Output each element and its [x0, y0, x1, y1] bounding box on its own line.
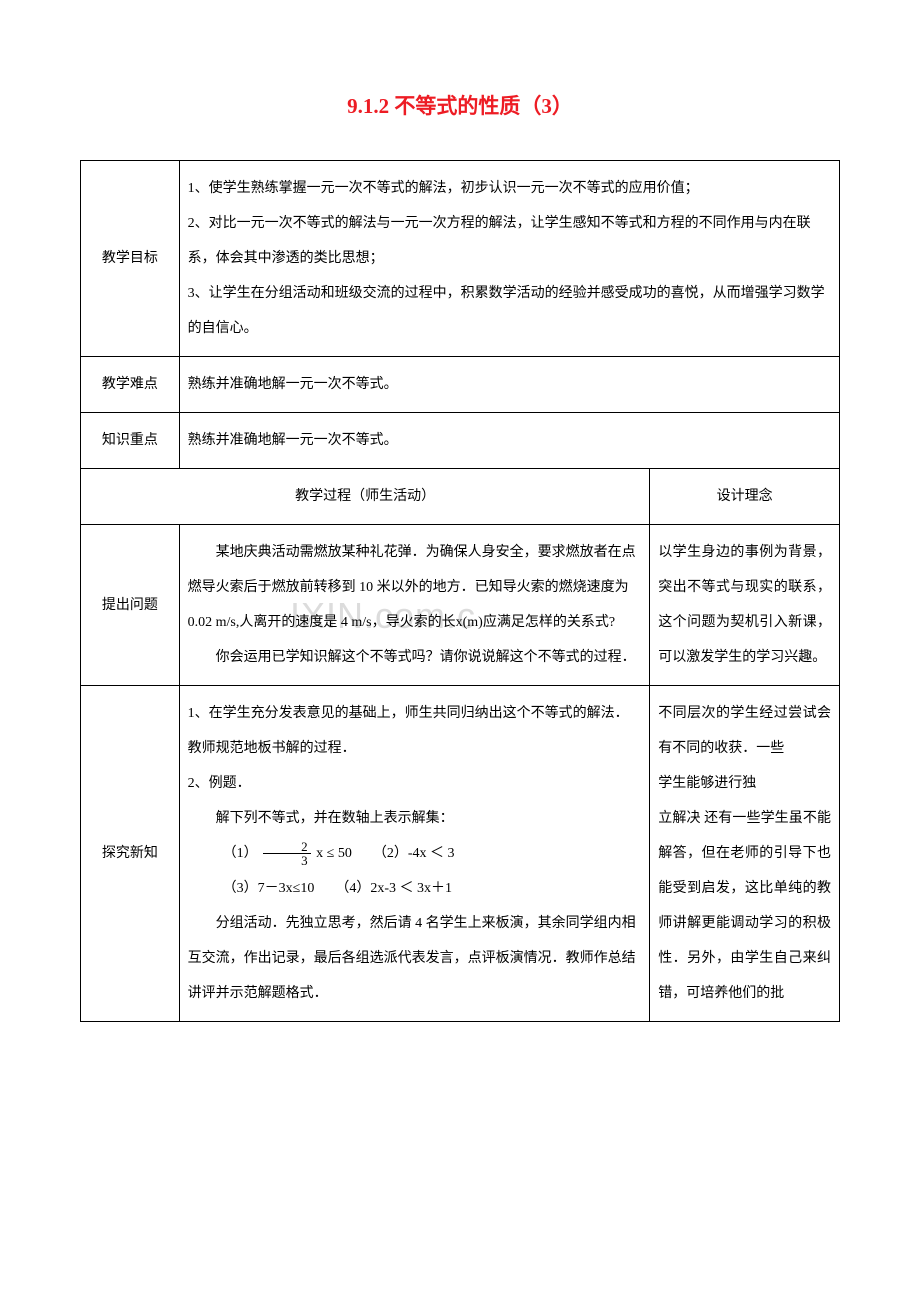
goal-content: 1、使学生熟练掌握一元一次不等式的解法，初步认识一元一次不等式的应用价值； 2、…	[179, 161, 839, 357]
explore-l4: 分组活动．先独立思考，然后请 4 名学生上来板演，其余同学组内相互交流，作出记录…	[188, 906, 642, 1011]
table-row-difficulty: 教学难点 熟练并准确地解一元一次不等式。	[81, 357, 840, 413]
goal-label: 教学目标	[81, 161, 180, 357]
explore-l1: 1、在学生充分发表意见的基础上，师生共同归纳出这个不等式的解法．教师规范地板书解…	[188, 696, 642, 766]
process-header: 教学过程（师生活动）	[81, 469, 650, 525]
explore-l2: 2、例题．	[188, 766, 642, 801]
question-p1: 某地庆典活动需燃放某种礼花弹．为确保人身安全，要求燃放者在点燃导火索后于燃放前转…	[188, 535, 642, 640]
explore-eq2: （3）7－3x≤10 （4）2x-3 ＜ 3x＋1	[188, 871, 642, 906]
explore-label: 探究新知	[81, 686, 180, 1022]
design-header: 设计理念	[650, 469, 840, 525]
question-content: 某地庆典活动需燃放某种礼花弹．为确保人身安全，要求燃放者在点燃导火索后于燃放前转…	[179, 525, 650, 686]
fraction-icon: 2 3	[263, 840, 311, 867]
question-label: 提出问题	[81, 525, 180, 686]
explore-design: 不同层次的学生经过尝试会有不同的收获．一些 学生能够进行独 立解决 还有一些学生…	[650, 686, 840, 1022]
question-p2: 你会运用已学知识解这个不等式吗？请你说说解这个不等式的过程．	[188, 640, 642, 675]
table-row-question: 提出问题 某地庆典活动需燃放某种礼花弹．为确保人身安全，要求燃放者在点燃导火索后…	[81, 525, 840, 686]
keypoint-content: 熟练并准确地解一元一次不等式。	[179, 413, 839, 469]
keypoint-label: 知识重点	[81, 413, 180, 469]
table-row-keypoint: 知识重点 熟练并准确地解一元一次不等式。	[81, 413, 840, 469]
table-row-explore: 探究新知 1、在学生充分发表意见的基础上，师生共同归纳出这个不等式的解法．教师规…	[81, 686, 840, 1022]
table-row-header2: 教学过程（师生活动） 设计理念	[81, 469, 840, 525]
explore-eq1: （1） 2 3 x ≤ 50 （2）-4x ＜ 3	[188, 836, 642, 871]
explore-content: 1、在学生充分发表意见的基础上，师生共同归纳出这个不等式的解法．教师规范地板书解…	[179, 686, 650, 1022]
difficulty-label: 教学难点	[81, 357, 180, 413]
question-design: 以学生身边的事例为背景，突出不等式与现实的联系，这个问题为契机引入新课，可以激发…	[650, 525, 840, 686]
difficulty-content: 熟练并准确地解一元一次不等式。	[179, 357, 839, 413]
table-row-goal: 教学目标 1、使学生熟练掌握一元一次不等式的解法，初步认识一元一次不等式的应用价…	[81, 161, 840, 357]
lesson-table: 教学目标 1、使学生熟练掌握一元一次不等式的解法，初步认识一元一次不等式的应用价…	[80, 160, 840, 1022]
page-title: 9.1.2 不等式的性质（3）	[80, 90, 840, 120]
explore-l3: 解下列不等式，并在数轴上表示解集：	[188, 801, 642, 836]
